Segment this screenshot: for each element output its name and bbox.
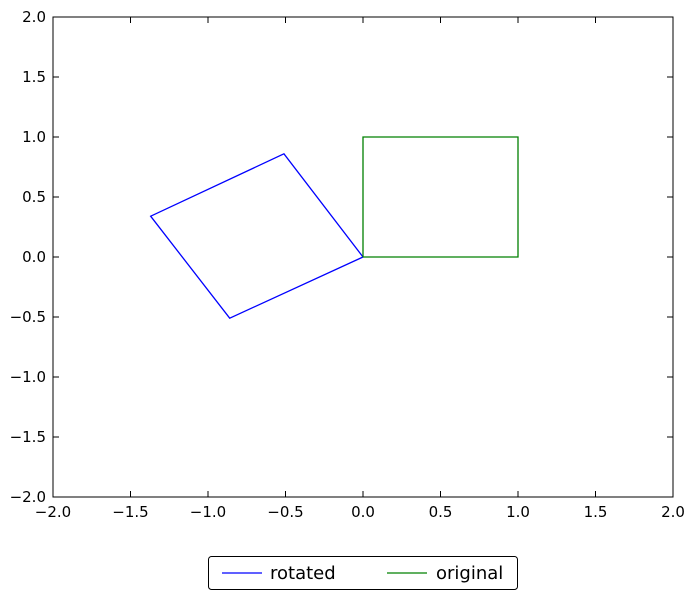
- y-tick-label: −0.5: [10, 308, 46, 326]
- y-tick-label: 1.0: [22, 128, 46, 146]
- tick-layer: −2.0 −1.5 −1.0 −0.5 0.0 0.5 1.0 1.5 2.0 −2.0 −1.5 −…: [10, 8, 685, 521]
- x-tick-label: −0.5: [267, 503, 303, 521]
- legend-box: [208, 556, 518, 590]
- x-tick-label: 2.0: [661, 503, 685, 521]
- y-tick-label: 1.5: [22, 68, 46, 86]
- series-line-rotated: [149, 152, 364, 320]
- x-tick-label: 1.5: [584, 503, 608, 521]
- y-tick-label: 0.0: [22, 248, 46, 266]
- x-tick-label: −1.5: [112, 503, 148, 521]
- x-tick-label: 0.0: [351, 503, 375, 521]
- series-line-original: [362, 136, 519, 258]
- y-tick-label: 0.5: [22, 188, 46, 206]
- x-tick-label: −2.0: [35, 503, 71, 521]
- x-tick-label: −1.0: [190, 503, 226, 521]
- legend-label-rotated: rotated: [270, 563, 336, 584]
- y-tick-label: −1.0: [10, 368, 46, 386]
- x-tick-label: 1.0: [506, 503, 530, 521]
- x-tick-label: 0.5: [429, 503, 453, 521]
- y-tick-label: −1.5: [10, 428, 46, 446]
- series-layer: [149, 136, 519, 320]
- y-tick-label: −2.0: [10, 488, 46, 506]
- legend-label-original: original: [436, 563, 503, 584]
- legend: rotated original: [208, 556, 518, 590]
- y-tick-label: 2.0: [22, 8, 46, 26]
